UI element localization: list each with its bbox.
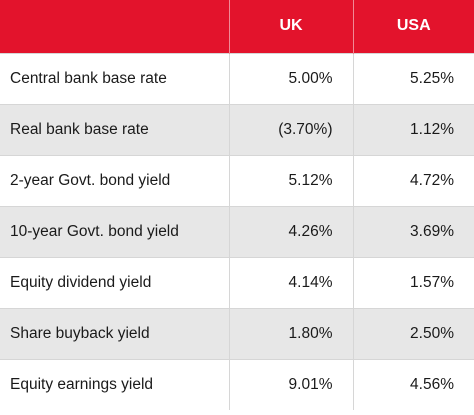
row-label: Central bank base rate xyxy=(0,52,229,104)
row-label: Equity dividend yield xyxy=(0,256,229,308)
uk-value: 1.80% xyxy=(228,307,353,359)
table-row: Equity dividend yield 4.14% 1.57% xyxy=(0,256,474,308)
usa-value: 1.57% xyxy=(352,256,474,308)
usa-value: 2.50% xyxy=(352,307,474,359)
table-row: Share buyback yield 1.80% 2.50% xyxy=(0,307,474,359)
header-uk: UK xyxy=(228,0,353,53)
header-usa: USA xyxy=(352,0,474,53)
usa-value: 4.72% xyxy=(352,154,474,206)
usa-value: 1.12% xyxy=(352,103,474,155)
row-label: Share buyback yield xyxy=(0,307,229,359)
table-row: Central bank base rate 5.00% 5.25% xyxy=(0,52,474,104)
table-row: Equity earnings yield 9.01% 4.56% xyxy=(0,358,474,410)
table-row: Real bank base rate (3.70%) 1.12% xyxy=(0,103,474,155)
table-row: 10-year Govt. bond yield 4.26% 3.69% xyxy=(0,205,474,257)
uk-value: 5.00% xyxy=(228,52,353,104)
table-row: 2-year Govt. bond yield 5.12% 4.72% xyxy=(0,154,474,206)
uk-value: 4.14% xyxy=(228,256,353,308)
row-label: 10-year Govt. bond yield xyxy=(0,205,229,257)
row-label: Real bank base rate xyxy=(0,103,229,155)
usa-value: 5.25% xyxy=(352,52,474,104)
usa-value: 3.69% xyxy=(352,205,474,257)
usa-value: 4.56% xyxy=(352,358,474,410)
row-label: Equity earnings yield xyxy=(0,358,229,410)
uk-value: (3.70%) xyxy=(228,103,353,155)
table-header-row: UK USA xyxy=(0,0,474,53)
uk-value: 4.26% xyxy=(228,205,353,257)
uk-value: 5.12% xyxy=(228,154,353,206)
header-label-column xyxy=(0,0,229,53)
row-label: 2-year Govt. bond yield xyxy=(0,154,229,206)
uk-value: 9.01% xyxy=(228,358,353,410)
